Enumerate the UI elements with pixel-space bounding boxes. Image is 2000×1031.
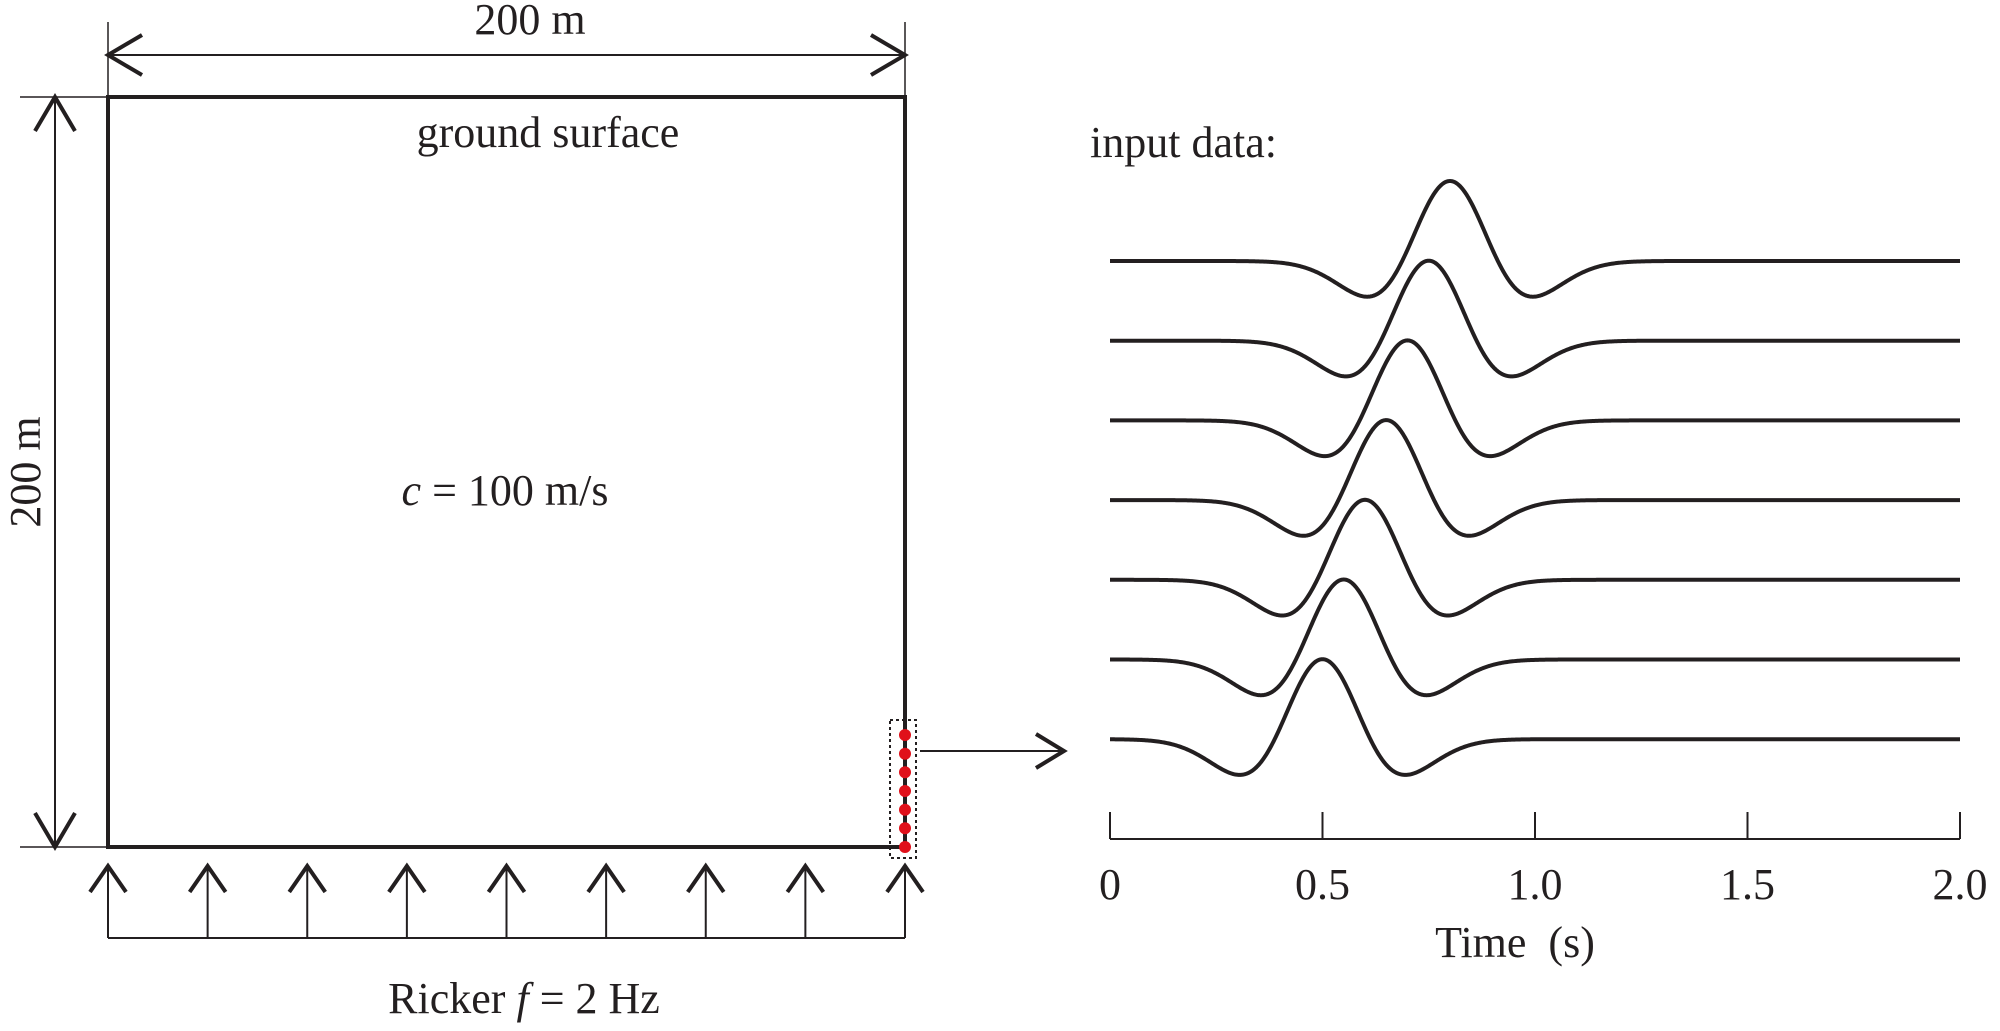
receiver-dot — [899, 803, 911, 816]
source-arrow-icon — [387, 862, 427, 894]
source-prefix: Ricker — [388, 974, 516, 1023]
receiver-dot — [899, 785, 911, 797]
height-arrow-top-icon — [33, 93, 77, 133]
width-arrow-left-icon — [104, 33, 144, 77]
height-label: 200 m — [1, 416, 50, 527]
trace-line — [1109, 657, 1961, 777]
trace-line — [1109, 497, 1961, 618]
x-tick-label: 0 — [1099, 860, 1121, 909]
source-arrow-icon — [287, 862, 327, 894]
trace-line — [1109, 577, 1961, 698]
width-label: 200 m — [474, 0, 585, 44]
x-tick-label: 2.0 — [1933, 860, 1988, 909]
trace-line — [1109, 418, 1961, 538]
trace-line — [1109, 258, 1961, 379]
x-axis-label: Time (s) — [1435, 918, 1595, 967]
traces — [1109, 179, 1961, 777]
receiver-box — [889, 719, 917, 859]
receiver-dot — [899, 841, 911, 853]
domain-boundary — [106, 95, 907, 849]
source-suffix: = 2 Hz — [529, 974, 660, 1023]
x-ticks: 0 0.5 1.0 1.5 2.0 — [1099, 812, 1988, 909]
source-arrow-icon — [586, 862, 626, 894]
trace-line — [1109, 338, 1961, 459]
source-arrow-icon — [785, 862, 826, 894]
x-tick-label: 0.5 — [1295, 860, 1350, 909]
receiver-output-arrowhead-icon — [1034, 732, 1068, 770]
velocity-label: c = 100 m/s — [402, 466, 609, 515]
receiver-dot — [899, 766, 911, 779]
x-tick-label: 1.0 — [1508, 860, 1563, 909]
source-arrow-icon — [486, 862, 527, 894]
x-tick-label: 1.5 — [1720, 860, 1775, 909]
velocity-variable: c — [402, 466, 422, 515]
receiver-dot — [899, 822, 911, 835]
width-arrow-right-icon — [869, 33, 909, 77]
source-arrow-icon — [885, 862, 925, 894]
source-arrow-icon — [187, 862, 228, 894]
velocity-value: = 100 m/s — [421, 466, 608, 515]
receivers — [899, 729, 911, 853]
input-data-chart: input data: 0 0.5 1.0 1.5 2.0 Time (s) — [1090, 118, 1988, 967]
trace-line — [1109, 179, 1961, 299]
model-domain: 200 m 200 m ground surface c = 100 m/s R… — [1, 0, 1068, 1023]
receiver-dot — [899, 747, 911, 760]
source-arrow-icon — [88, 862, 128, 894]
chart-title: input data: — [1090, 118, 1277, 167]
ground-surface-label: ground surface — [417, 108, 680, 157]
height-arrow-bottom-icon — [33, 811, 77, 851]
receiver-dot — [899, 729, 911, 741]
source-arrow-icon — [686, 862, 726, 894]
source-label: Ricker f = 2 Hz — [388, 974, 660, 1023]
source-arrows — [88, 862, 925, 938]
